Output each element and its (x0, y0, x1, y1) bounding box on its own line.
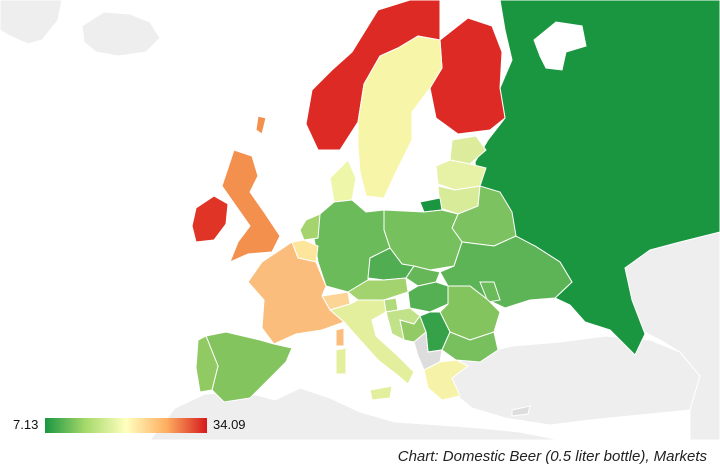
legend-gradient-bar (45, 418, 207, 433)
country-uk (221, 149, 281, 263)
country-sweden (357, 35, 443, 199)
country-bulgaria (441, 331, 499, 363)
country-finland (429, 17, 506, 135)
cyprus (511, 405, 531, 417)
country-netherlands (299, 213, 321, 241)
country-moldova (479, 281, 501, 303)
country-spain (205, 331, 293, 403)
white-sea (533, 21, 587, 71)
europe-map (0, 0, 720, 440)
greenland-region (0, 0, 63, 45)
corsica (335, 327, 345, 347)
legend-min-label: 7.13 (13, 417, 39, 432)
country-ukraine (439, 235, 573, 309)
uk-shetland (255, 115, 267, 135)
country-greece (423, 359, 469, 401)
north-africa-region (149, 387, 561, 440)
country-latvia (435, 159, 487, 191)
country-hungary (407, 281, 449, 313)
map-canvas (0, 0, 720, 440)
country-france (247, 241, 345, 345)
country-ireland (191, 195, 229, 243)
country-denmark (329, 159, 357, 203)
italy-sicily (369, 385, 393, 401)
country-portugal (195, 335, 219, 393)
balkans-small (413, 331, 443, 371)
chart-caption: Chart: Domestic Beer (0.5 liter bottle),… (397, 448, 707, 465)
italy-sardinia (335, 347, 347, 375)
country-italy (328, 299, 415, 385)
iceland-region (81, 11, 161, 57)
country-estonia (449, 135, 487, 165)
legend-max-label: 34.09 (213, 417, 246, 432)
